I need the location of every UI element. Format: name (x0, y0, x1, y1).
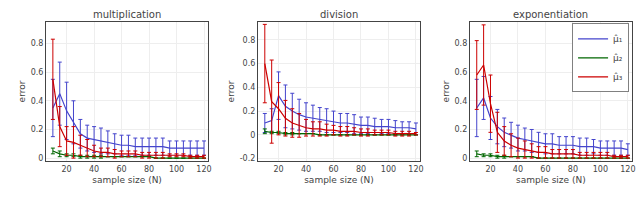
svg-text:error: error (226, 80, 236, 102)
svg-text:20: 20 (485, 165, 495, 174)
svg-text:60: 60 (116, 165, 126, 174)
svg-text:100: 100 (593, 165, 608, 174)
svg-text:0.2: 0.2 (31, 125, 44, 134)
svg-text:0: 0 (250, 131, 255, 140)
svg-text:sample size (N): sample size (N) (92, 175, 162, 185)
svg-text:40: 40 (301, 165, 311, 174)
svg-text:20: 20 (273, 165, 283, 174)
svg-text:sample size (N): sample size (N) (516, 175, 586, 185)
svg-text:0.4: 0.4 (31, 97, 44, 106)
svg-text:0.2: 0.2 (455, 125, 468, 134)
svg-text:division: division (320, 9, 358, 20)
svg-text:0.6: 0.6 (31, 68, 44, 77)
svg-text:60: 60 (328, 165, 338, 174)
svg-text:exponentiation: exponentiation (513, 9, 588, 20)
svg-text:sample size (N): sample size (N) (304, 175, 374, 185)
svg-text:μ̂₂: μ̂₂ (613, 53, 623, 63)
svg-text:0.8: 0.8 (455, 39, 468, 48)
svg-text:120: 120 (196, 165, 211, 174)
svg-text:-0.2: -0.2 (240, 154, 256, 163)
svg-text:0: 0 (38, 154, 43, 163)
svg-text:error: error (441, 80, 451, 102)
svg-text:0.4: 0.4 (243, 83, 256, 92)
svg-text:0.6: 0.6 (455, 68, 468, 77)
svg-text:μ̂₃: μ̂₃ (613, 72, 623, 82)
svg-text:0.6: 0.6 (243, 59, 256, 68)
svg-text:0.8: 0.8 (31, 39, 44, 48)
svg-text:40: 40 (513, 165, 523, 174)
svg-text:120: 120 (620, 165, 635, 174)
svg-text:80: 80 (568, 165, 578, 174)
svg-text:0.4: 0.4 (455, 97, 468, 106)
svg-text:0: 0 (462, 154, 467, 163)
svg-text:error: error (17, 80, 27, 102)
svg-text:multiplication: multiplication (93, 9, 161, 20)
svg-text:60: 60 (540, 165, 550, 174)
svg-text:120: 120 (408, 165, 423, 174)
svg-text:100: 100 (381, 165, 396, 174)
svg-text:0.8: 0.8 (243, 36, 256, 45)
svg-text:40: 40 (89, 165, 99, 174)
svg-text:100: 100 (169, 165, 184, 174)
svg-text:20: 20 (62, 165, 72, 174)
svg-text:80: 80 (144, 165, 154, 174)
svg-text:80: 80 (356, 165, 366, 174)
svg-text:μ̂₁: μ̂₁ (613, 34, 623, 44)
svg-text:0.2: 0.2 (243, 107, 256, 116)
